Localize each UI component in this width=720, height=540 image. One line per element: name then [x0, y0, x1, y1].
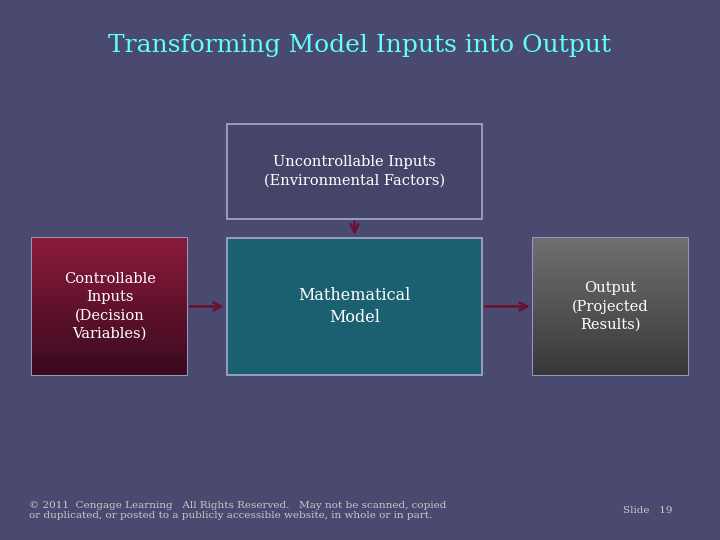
- FancyBboxPatch shape: [227, 238, 482, 375]
- Text: Transforming Model Inputs into Output: Transforming Model Inputs into Output: [109, 35, 611, 57]
- Text: Mathematical
Model: Mathematical Model: [298, 287, 411, 326]
- Text: Slide   19: Slide 19: [623, 506, 672, 515]
- Text: Output
(Projected
Results): Output (Projected Results): [572, 281, 649, 332]
- Text: Controllable
Inputs
(Decision
Variables): Controllable Inputs (Decision Variables): [64, 272, 156, 341]
- Text: Uncontrollable Inputs
(Environmental Factors): Uncontrollable Inputs (Environmental Fac…: [264, 156, 445, 187]
- FancyBboxPatch shape: [227, 124, 482, 219]
- Text: © 2011  Cengage Learning   All Rights Reserved.   May not be scanned, copied
or : © 2011 Cengage Learning All Rights Reser…: [29, 501, 446, 520]
